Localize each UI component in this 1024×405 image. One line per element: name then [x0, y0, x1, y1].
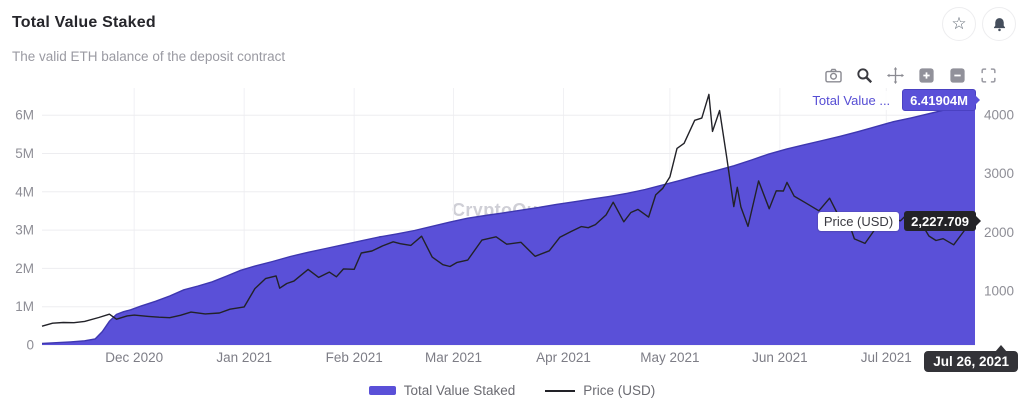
- staked-series-label: Total Value ...: [806, 90, 897, 110]
- legend-label: Total Value Staked: [403, 383, 516, 398]
- chart-toolbar: [824, 66, 998, 85]
- zoom-in-icon[interactable]: [917, 66, 936, 85]
- bell-icon: [993, 17, 1005, 31]
- date-badge: Jul 26, 2021: [924, 345, 1018, 372]
- svg-text:5M: 5M: [15, 146, 34, 161]
- svg-text:3M: 3M: [15, 223, 34, 238]
- page-subtitle: The valid ETH balance of the deposit con…: [12, 49, 286, 64]
- svg-text:May 2021: May 2021: [640, 350, 699, 365]
- staked-value-badge: 6.41904M: [902, 89, 976, 111]
- pan-icon[interactable]: [886, 66, 905, 85]
- chart-legend: Total Value Staked Price (USD): [0, 383, 1024, 398]
- page-title: Total Value Staked: [12, 14, 156, 31]
- svg-text:4M: 4M: [15, 184, 34, 199]
- zoom-out-icon[interactable]: [948, 66, 967, 85]
- svg-text:1M: 1M: [15, 299, 34, 314]
- svg-text:Mar 2021: Mar 2021: [425, 350, 482, 365]
- svg-text:4000: 4000: [984, 108, 1014, 123]
- price-last-value-row: Price (USD) 2,227.709: [817, 211, 976, 231]
- favorite-button[interactable]: ☆: [942, 7, 976, 41]
- legend-item-total-value-staked[interactable]: Total Value Staked: [368, 383, 516, 398]
- svg-text:6M: 6M: [15, 108, 34, 123]
- selection-zoom-icon[interactable]: [855, 66, 874, 85]
- svg-text:Dec 2020: Dec 2020: [105, 350, 163, 365]
- svg-text:Jun 2021: Jun 2021: [752, 350, 808, 365]
- svg-text:Jul 2021: Jul 2021: [861, 350, 912, 365]
- legend-item-price-usd[interactable]: Price (USD): [545, 383, 655, 398]
- svg-text:Jan 2021: Jan 2021: [216, 350, 272, 365]
- reset-zoom-icon[interactable]: [979, 66, 998, 85]
- header-actions: ☆: [942, 7, 1016, 41]
- notifications-button[interactable]: [982, 7, 1016, 41]
- svg-text:0: 0: [26, 338, 34, 353]
- svg-text:2000: 2000: [984, 225, 1014, 240]
- star-icon: ☆: [951, 13, 967, 33]
- price-series-label: Price (USD): [817, 211, 900, 231]
- svg-text:2M: 2M: [15, 261, 34, 276]
- staked-last-value-row: Total Value ... 6.41904M: [806, 89, 976, 111]
- line-swatch-icon: [545, 389, 576, 392]
- legend-label: Price (USD): [583, 383, 656, 398]
- svg-text:Feb 2021: Feb 2021: [326, 350, 383, 365]
- area-swatch-icon: [368, 386, 396, 395]
- svg-text:3000: 3000: [984, 166, 1014, 181]
- svg-text:1000: 1000: [984, 284, 1014, 299]
- svg-text:Apr 2021: Apr 2021: [536, 350, 591, 365]
- price-value-badge: 2,227.709: [904, 211, 976, 231]
- snapshot-camera-icon[interactable]: [824, 66, 843, 85]
